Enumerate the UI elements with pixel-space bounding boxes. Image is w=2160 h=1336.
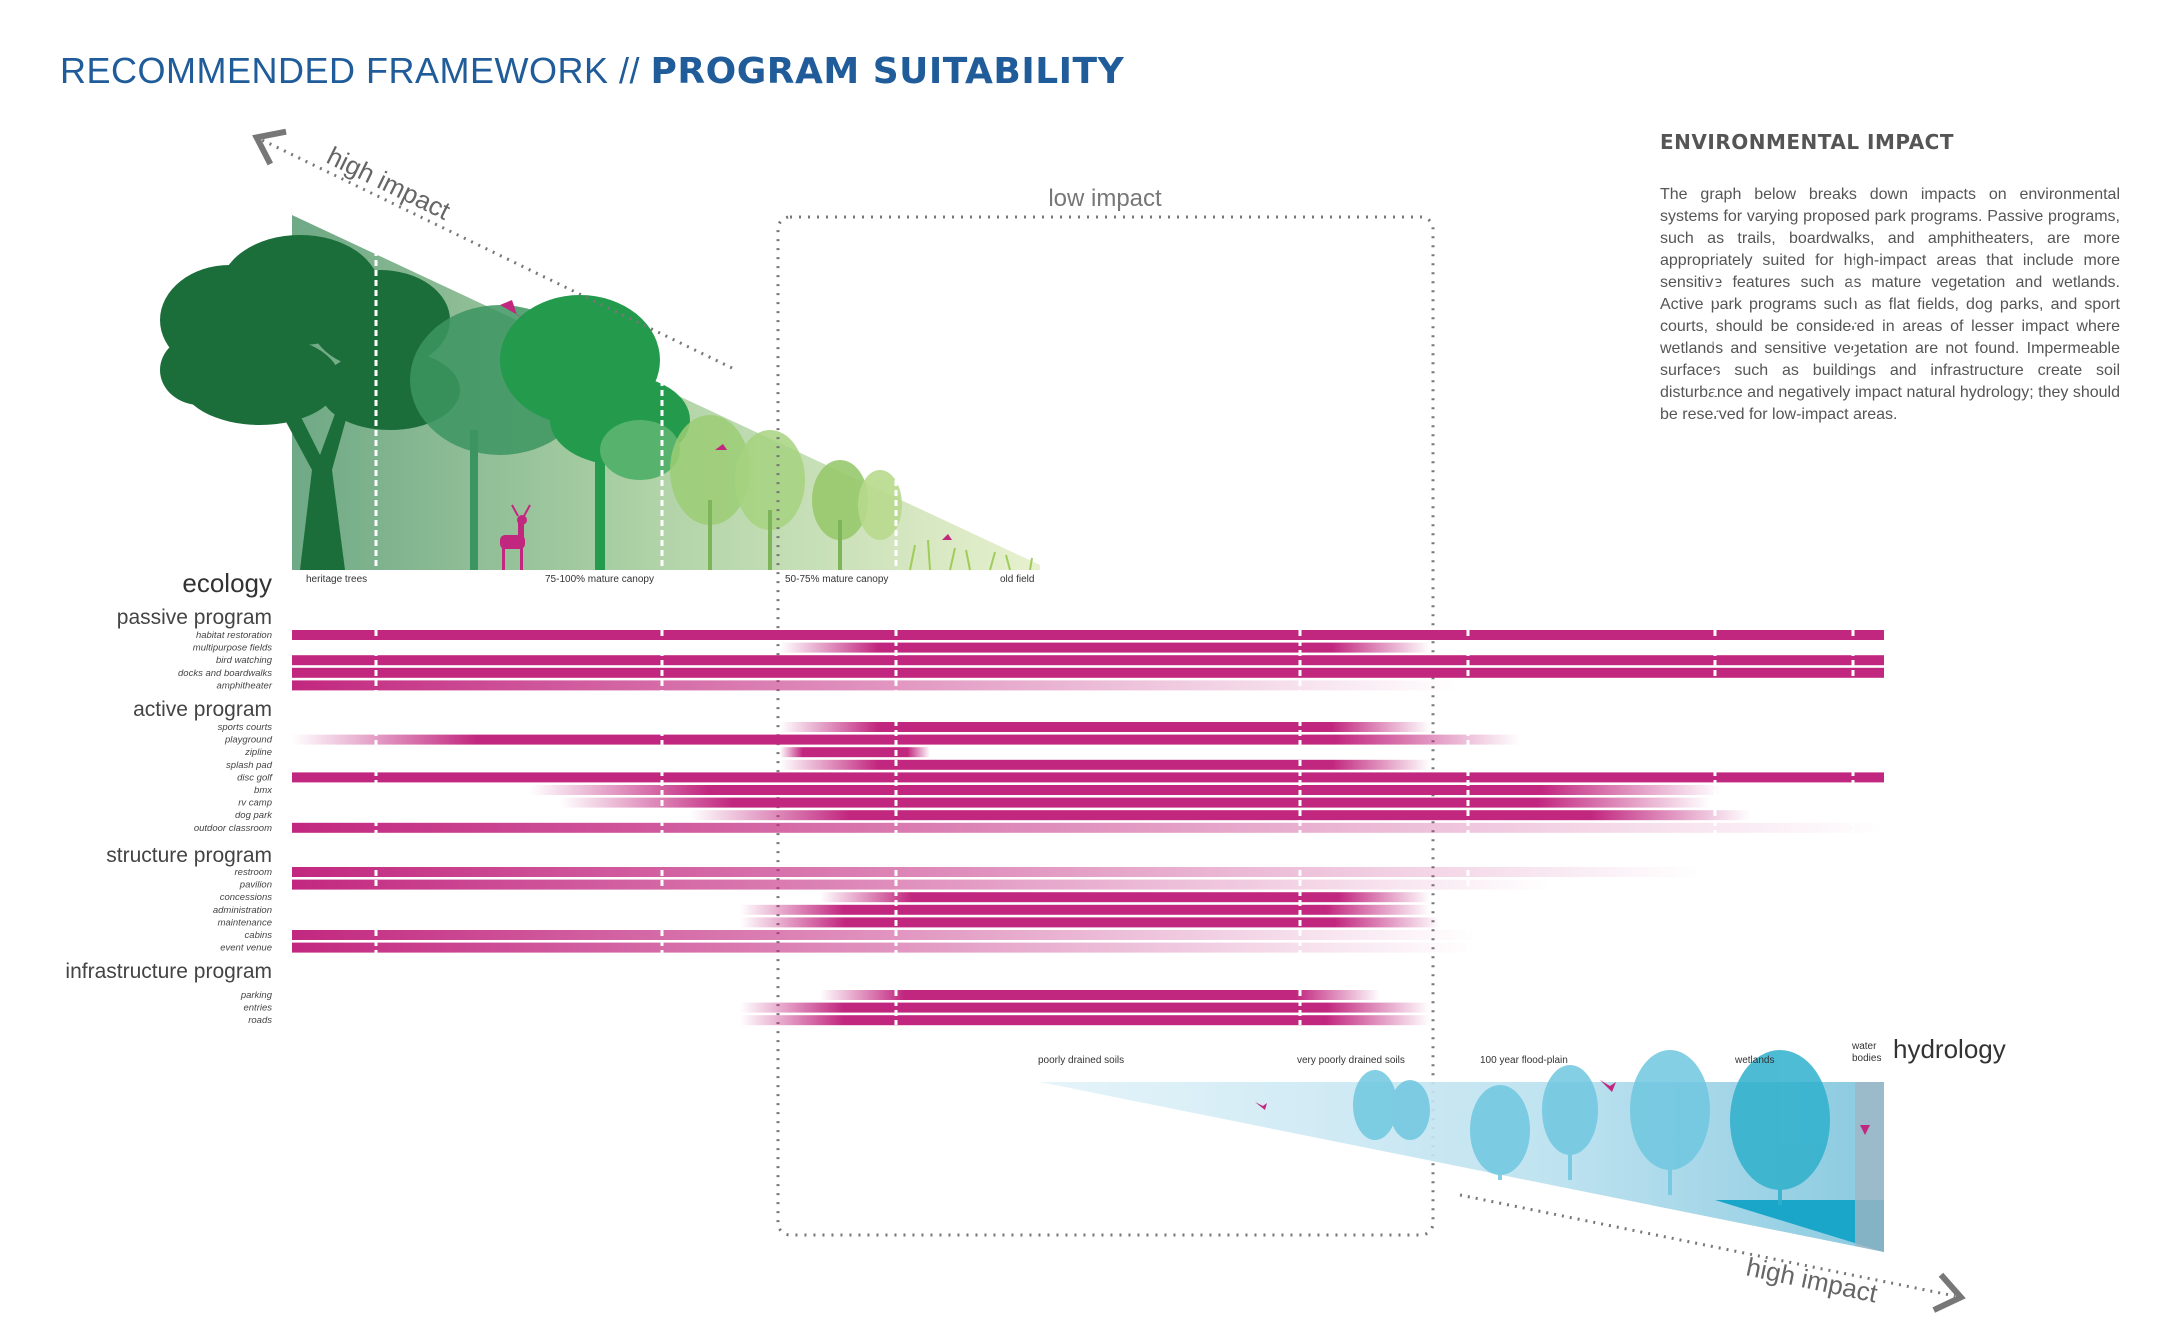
program-suitability-bar	[292, 667, 1884, 678]
bird-icon	[715, 444, 727, 450]
program-item-label: cabins	[245, 930, 273, 941]
program-item-label: bird watching	[216, 655, 273, 666]
young-trees-icon	[670, 415, 902, 570]
hydrology-zone-label: water	[1851, 1041, 1877, 1052]
program-item-label: amphitheater	[217, 680, 273, 691]
program-suitability-bar	[740, 917, 1440, 928]
bird-icon	[1255, 1102, 1267, 1110]
program-item-labels: habitat restoration multipurpose fieldsbi…	[178, 630, 273, 1026]
ecology-zone-label: 50-75% mature canopy	[785, 574, 888, 585]
program-suitability-bar	[780, 722, 1430, 732]
zone-dividers	[374, 250, 1855, 1025]
program-group-labels: passive program active program structure p…	[65, 606, 272, 983]
program-item-label: entries	[243, 1003, 272, 1014]
program-item-label: docks and boardwalks	[178, 668, 272, 679]
program-suitability-bar	[530, 785, 1720, 795]
program-suitability-bar	[820, 990, 1380, 1000]
program-item-label: multipurpose fields	[193, 643, 272, 654]
program-suitability-bar	[292, 942, 1475, 953]
environmental-impact-panel: ENVIRONMENTAL IMPACT The graph below bre…	[1660, 130, 2120, 426]
program-suitability-bar	[820, 892, 1430, 903]
deer-icon	[500, 504, 531, 570]
program-item-label: event venue	[220, 943, 272, 954]
page-title: RECOMMENDED FRAMEWORK // PROGRAM SUITABI…	[60, 50, 1124, 92]
program-item-label: dog park	[235, 810, 273, 821]
program-suitability-bar	[292, 822, 1884, 833]
title-prefix: RECOMMENDED FRAMEWORK //	[60, 50, 651, 91]
program-bars	[292, 630, 1884, 1026]
hydrology-zone-label: poorly drained soils	[1038, 1055, 1124, 1066]
sidebar-body: The graph below breaks down impacts on e…	[1660, 186, 2120, 423]
bird-icon	[500, 300, 525, 319]
ecology-zone-labels: heritage trees 75-100% mature canopy 50-75…	[306, 574, 1034, 585]
ecology-zone-label: old field	[1000, 574, 1034, 585]
program-group-label: structure program	[106, 844, 272, 867]
program-suitability-bar	[292, 772, 1884, 783]
program-item-label: outdoor classroom	[194, 823, 272, 834]
program-suitability-bar	[292, 655, 1884, 666]
program-group-label: passive program	[117, 606, 272, 629]
program-group-label: active program	[133, 698, 272, 721]
program-item-label: bmx	[254, 785, 273, 796]
program-item-label: pavilion	[239, 880, 272, 891]
program-item-label: maintenance	[218, 917, 272, 928]
hydrology-illustration	[1040, 1050, 1884, 1252]
high-impact-label-top: high impact	[322, 140, 455, 226]
program-item-label: sports courts	[218, 722, 273, 733]
old-field-grass-icon	[909, 539, 1033, 571]
program-suitability-bar	[560, 797, 1710, 808]
program-suitability-bar	[292, 680, 1460, 691]
hydrology-zone-label: bodies	[1852, 1053, 1881, 1064]
program-suitability-bar	[740, 904, 1430, 915]
program-suitability-bar	[292, 867, 1700, 877]
program-suitability-bar	[690, 810, 1750, 821]
program-suitability-bar	[292, 930, 1475, 940]
high-impact-label-bottom: high impact	[1744, 1252, 1881, 1309]
program-item-label: splash pad	[226, 760, 273, 771]
bird-icon	[1860, 1125, 1870, 1135]
program-item-label: administration	[213, 905, 272, 916]
heritage-tree-icon	[160, 235, 460, 570]
hydrology-zone-label: wetlands	[1734, 1055, 1774, 1066]
hydrology-zone-labels: poorly drained soils very poorly drained …	[1038, 1041, 1881, 1066]
program-item-label: roads	[248, 1015, 272, 1026]
program-suitability-bar	[780, 642, 1430, 653]
low-impact-zone	[776, 215, 1435, 1237]
hydrology-label: hydrology	[1893, 1034, 2006, 1064]
bird-icon	[1600, 1080, 1616, 1092]
program-item-label: parking	[240, 990, 273, 1001]
program-suitability-bar	[780, 759, 1430, 770]
hydrology-zone-label: very poorly drained soils	[1297, 1055, 1405, 1066]
low-impact-label: low impact	[1048, 185, 1162, 212]
bird-icon	[942, 534, 952, 540]
program-item-label: habitat restoration	[196, 630, 272, 641]
title-main: PROGRAM SUITABILITY	[650, 51, 1125, 92]
program-item-label: playground	[224, 735, 273, 746]
program-item-label: restroom	[235, 867, 273, 878]
mature-canopy-trees-icon	[410, 295, 690, 570]
program-item-label: concessions	[220, 892, 273, 903]
program-suitability-bar	[740, 1002, 1430, 1013]
wetland-trees-icon	[1353, 1050, 1830, 1205]
program-group-label: infrastructure program	[65, 960, 272, 983]
ecology-zone-label: heritage trees	[306, 574, 367, 585]
program-suitability-bar	[780, 747, 930, 758]
program-item-label: disc golf	[237, 772, 273, 783]
program-suitability-bar	[740, 1015, 1430, 1026]
ecology-zone-label: 75-100% mature canopy	[545, 574, 654, 585]
hydrology-zone-label: 100 year flood-plain	[1480, 1055, 1568, 1066]
program-suitability-bar	[292, 630, 1884, 640]
program-suitability-bar	[292, 879, 1550, 890]
sidebar-heading: ENVIRONMENTAL IMPACT	[1660, 130, 1955, 154]
program-item-label: rv camp	[238, 798, 272, 809]
program-suitability-bar	[292, 734, 1520, 745]
ecology-illustration	[160, 215, 1040, 571]
ecology-label: ecology	[182, 568, 272, 598]
program-item-label: zipline	[244, 747, 272, 758]
